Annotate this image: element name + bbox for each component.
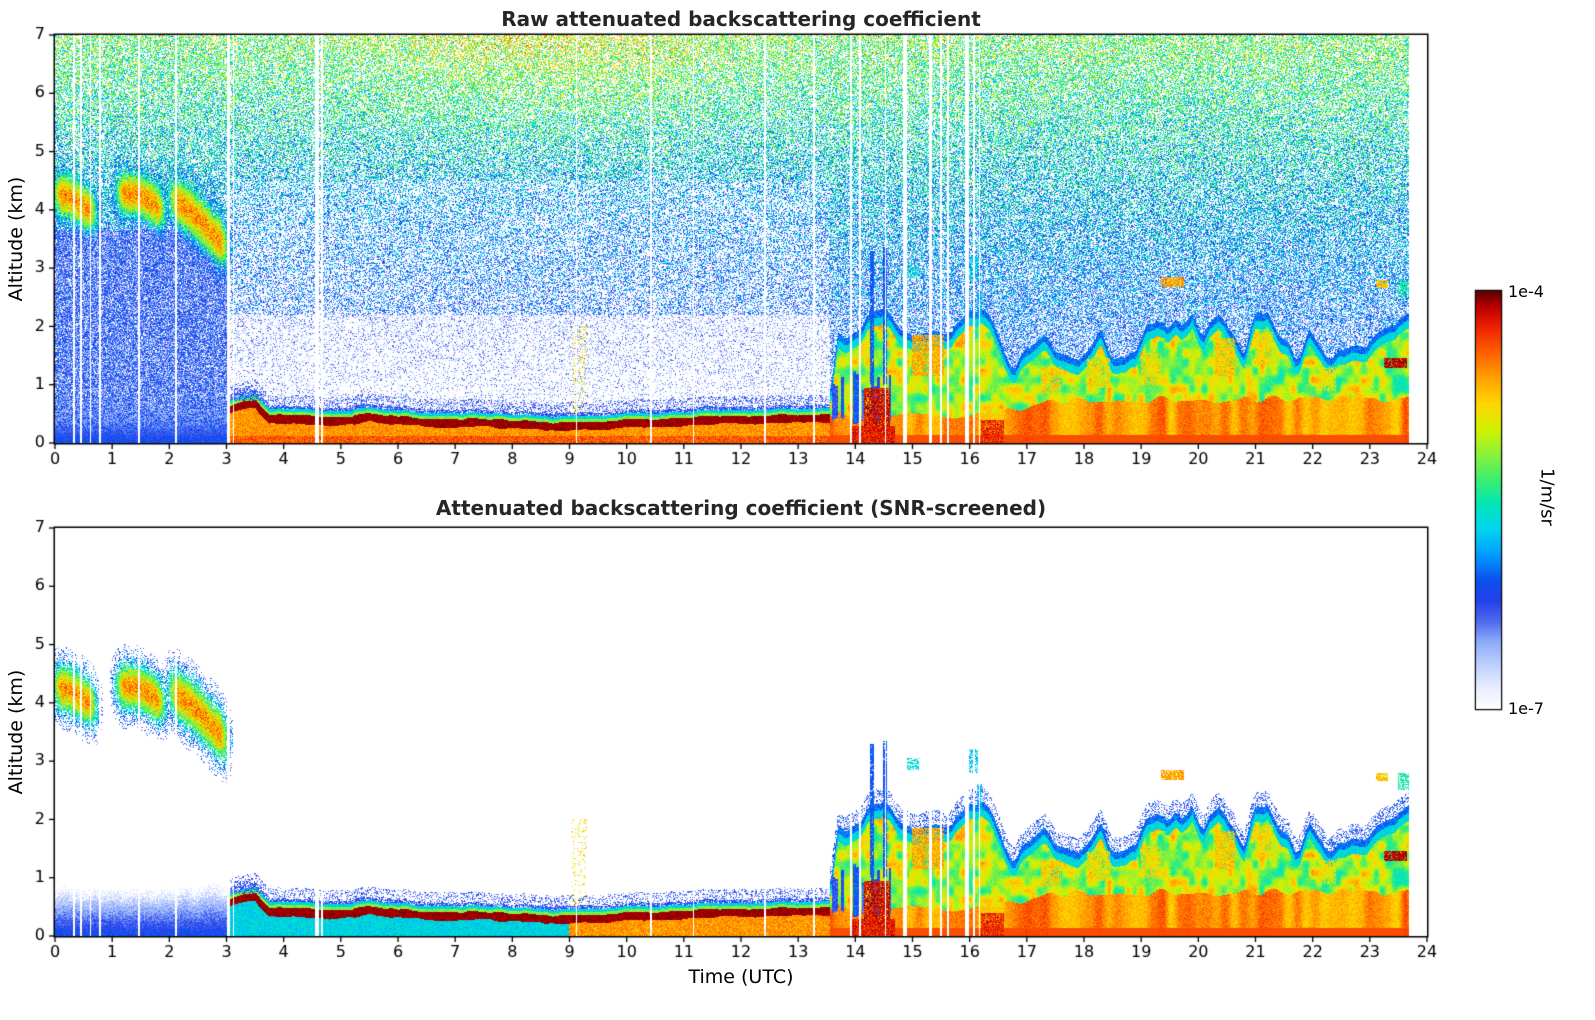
colorbar-unit-label: 1/m/sr: [1536, 468, 1558, 526]
bottom-panel-title: Attenuated backscattering coefficient (S…: [435, 496, 1047, 520]
colorbar-max-label: 1e-4: [1508, 282, 1544, 301]
colorbar-min-label: 1e-7: [1508, 699, 1544, 718]
top-panel-title: Raw attenuated backscattering coefficien…: [501, 7, 981, 31]
bottom-y-axis-label: Altitude (km): [5, 669, 27, 795]
top-y-axis-label: Altitude (km): [5, 176, 27, 302]
x-axis-label: Time (UTC): [688, 966, 794, 988]
